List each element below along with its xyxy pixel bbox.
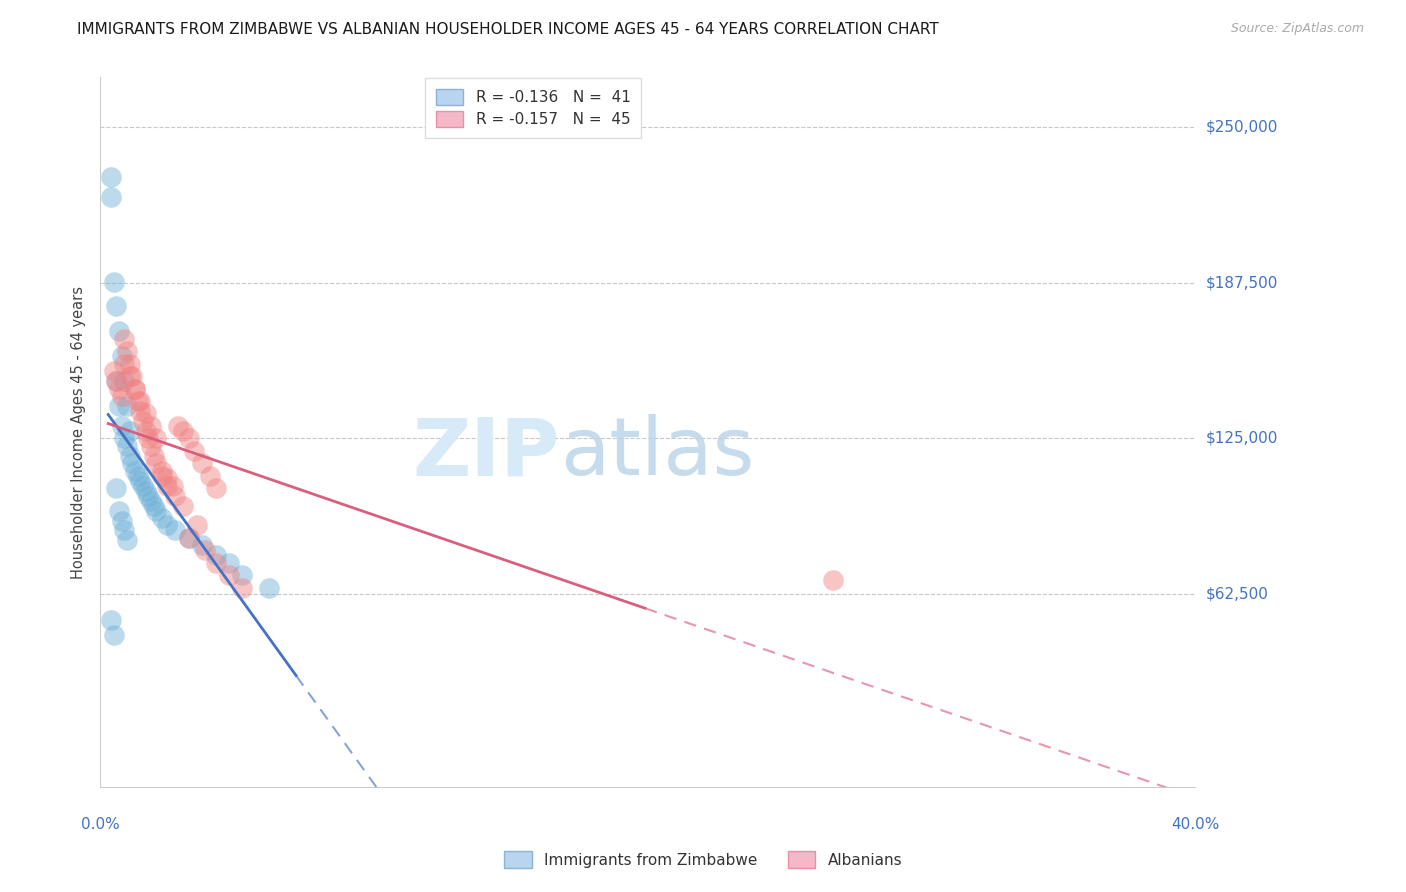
Text: IMMIGRANTS FROM ZIMBABWE VS ALBANIAN HOUSEHOLDER INCOME AGES 45 - 64 YEARS CORRE: IMMIGRANTS FROM ZIMBABWE VS ALBANIAN HOU… — [77, 22, 939, 37]
Point — [218, 556, 240, 570]
Point — [138, 431, 160, 445]
Text: ZIP: ZIP — [413, 415, 560, 492]
Point — [118, 424, 141, 438]
Legend: Immigrants from Zimbabwe, Albanians: Immigrants from Zimbabwe, Albanians — [496, 844, 910, 875]
Point — [115, 399, 138, 413]
Point — [165, 489, 187, 503]
Point — [129, 404, 152, 418]
Point — [198, 468, 221, 483]
Point — [191, 456, 214, 470]
Text: $62,500: $62,500 — [1206, 586, 1270, 601]
Point — [191, 538, 214, 552]
Point — [156, 478, 179, 492]
Point — [135, 407, 157, 421]
Point — [150, 511, 173, 525]
Point — [218, 568, 240, 582]
Point — [156, 518, 179, 533]
Point — [821, 573, 844, 587]
Point — [108, 503, 131, 517]
Point — [112, 357, 135, 371]
Point — [172, 499, 194, 513]
Point — [129, 474, 152, 488]
Point — [121, 369, 143, 384]
Point — [108, 382, 131, 396]
Point — [142, 499, 165, 513]
Point — [112, 332, 135, 346]
Point — [115, 533, 138, 548]
Text: $250,000: $250,000 — [1206, 120, 1278, 135]
Point — [145, 431, 167, 445]
Point — [100, 169, 122, 184]
Point — [150, 464, 173, 478]
Point — [135, 483, 157, 498]
Point — [100, 190, 122, 204]
Point — [204, 481, 226, 495]
Point — [129, 394, 152, 409]
Point — [115, 439, 138, 453]
Point — [127, 394, 149, 409]
Point — [110, 349, 132, 363]
Point — [105, 481, 128, 495]
Point — [194, 543, 217, 558]
Point — [118, 449, 141, 463]
Text: $125,000: $125,000 — [1206, 431, 1278, 446]
Point — [139, 418, 162, 433]
Point — [110, 514, 132, 528]
Point — [167, 418, 190, 433]
Point — [138, 489, 160, 503]
Point — [124, 382, 146, 396]
Point — [105, 300, 128, 314]
Point — [121, 456, 143, 470]
Point — [132, 414, 155, 428]
Point — [177, 531, 200, 545]
Point — [156, 471, 179, 485]
Legend: R = -0.136   N =  41, R = -0.157   N =  45: R = -0.136 N = 41, R = -0.157 N = 45 — [425, 78, 641, 138]
Point — [115, 344, 138, 359]
Text: Source: ZipAtlas.com: Source: ZipAtlas.com — [1230, 22, 1364, 36]
Point — [110, 418, 132, 433]
Y-axis label: Householder Income Ages 45 - 64 years: Householder Income Ages 45 - 64 years — [72, 285, 86, 579]
Text: $187,500: $187,500 — [1206, 276, 1278, 290]
Text: 0.0%: 0.0% — [80, 817, 120, 832]
Point — [124, 382, 146, 396]
Point — [110, 389, 132, 403]
Point — [142, 449, 165, 463]
Point — [124, 464, 146, 478]
Point — [204, 549, 226, 563]
Point — [177, 431, 200, 445]
Point — [135, 424, 157, 438]
Point — [145, 456, 167, 470]
Point — [145, 503, 167, 517]
Point — [108, 324, 131, 338]
Point — [118, 357, 141, 371]
Point — [103, 364, 125, 378]
Point — [231, 568, 253, 582]
Point — [127, 468, 149, 483]
Point — [162, 478, 184, 492]
Point — [100, 613, 122, 627]
Point — [139, 493, 162, 508]
Point — [103, 628, 125, 642]
Point — [150, 468, 173, 483]
Point — [112, 524, 135, 538]
Point — [172, 424, 194, 438]
Point — [257, 581, 280, 595]
Point — [231, 581, 253, 595]
Point — [183, 443, 205, 458]
Point — [105, 374, 128, 388]
Point — [139, 439, 162, 453]
Point — [112, 374, 135, 388]
Point — [103, 275, 125, 289]
Point — [186, 518, 208, 533]
Point — [204, 556, 226, 570]
Point — [177, 531, 200, 545]
Text: 40.0%: 40.0% — [1171, 817, 1219, 832]
Point — [105, 374, 128, 388]
Point — [165, 524, 187, 538]
Point — [132, 478, 155, 492]
Text: atlas: atlas — [560, 415, 755, 492]
Point — [112, 431, 135, 445]
Point — [108, 399, 131, 413]
Point — [118, 369, 141, 384]
